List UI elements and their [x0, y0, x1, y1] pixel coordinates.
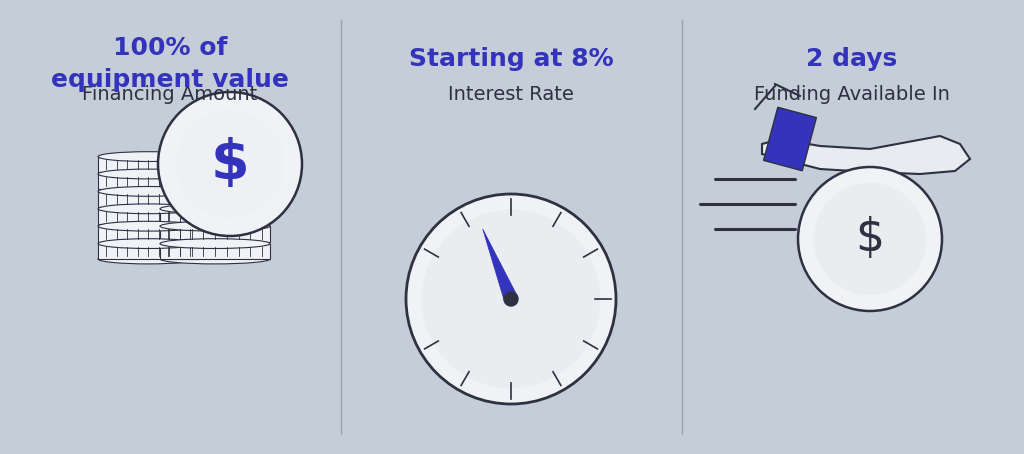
Ellipse shape [98, 221, 198, 231]
Bar [160, 209, 270, 224]
Text: Interest Rate: Interest Rate [449, 84, 573, 104]
Text: Starting at 8%: Starting at 8% [409, 47, 613, 71]
Ellipse shape [160, 254, 270, 264]
Circle shape [158, 92, 302, 236]
Bar [98, 174, 198, 189]
FancyBboxPatch shape [764, 107, 816, 171]
Polygon shape [762, 136, 970, 174]
Circle shape [504, 292, 518, 306]
Bar [160, 226, 270, 242]
Ellipse shape [98, 204, 198, 214]
Text: 2 days: 2 days [806, 47, 898, 71]
Bar [98, 244, 198, 259]
Ellipse shape [98, 152, 198, 162]
Circle shape [422, 210, 600, 388]
Ellipse shape [98, 239, 198, 248]
Bar [98, 209, 198, 224]
Circle shape [814, 183, 926, 295]
Ellipse shape [98, 254, 198, 264]
Bar [98, 192, 198, 207]
Circle shape [798, 167, 942, 311]
Bar [98, 226, 198, 242]
Text: Funding Available In: Funding Available In [754, 84, 950, 104]
Text: $: $ [855, 217, 885, 262]
Text: Financing Amount: Financing Amount [82, 84, 258, 104]
Bar [160, 244, 270, 259]
Ellipse shape [160, 239, 270, 248]
Ellipse shape [98, 169, 198, 179]
Bar [98, 157, 198, 172]
Ellipse shape [160, 204, 270, 214]
Ellipse shape [98, 187, 198, 196]
Text: 100% of
equipment value: 100% of equipment value [51, 36, 289, 92]
Polygon shape [482, 229, 517, 301]
Text: $: $ [211, 137, 249, 191]
Circle shape [406, 194, 616, 404]
Ellipse shape [160, 221, 270, 231]
Circle shape [176, 110, 284, 218]
